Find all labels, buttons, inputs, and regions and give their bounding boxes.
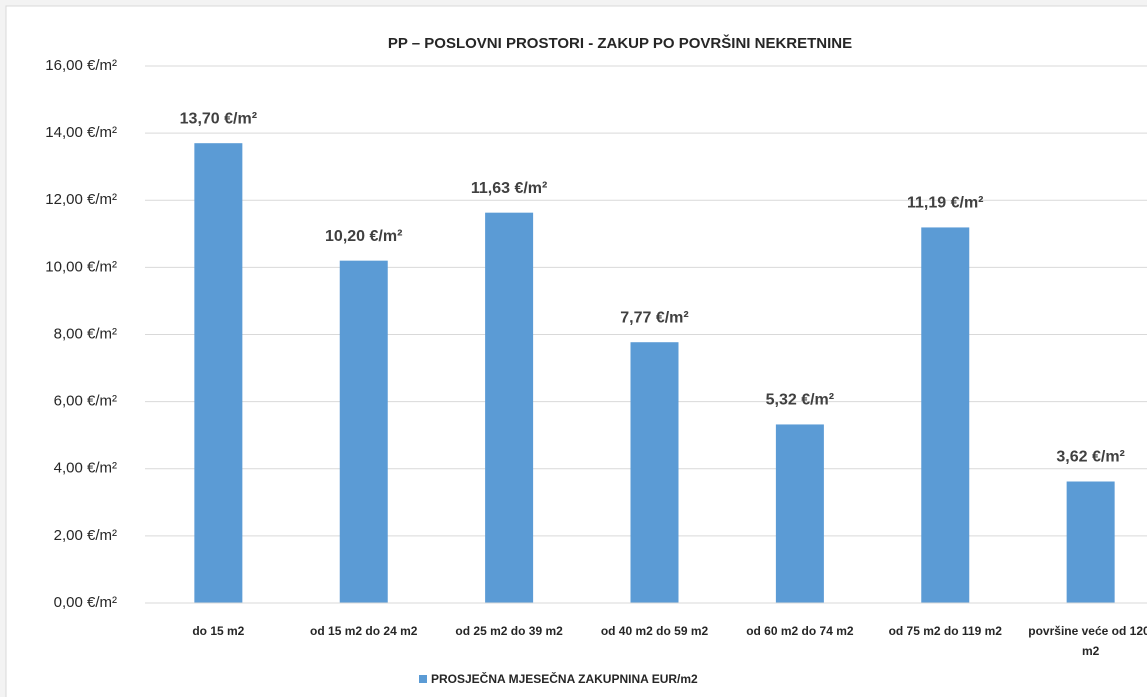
y-tick-label: 6,00 €/m² xyxy=(54,393,117,410)
bar xyxy=(921,227,970,604)
bar xyxy=(775,424,824,603)
y-tick-label: 4,00 €/m² xyxy=(54,460,117,477)
data-label: 7,77 €/m² xyxy=(620,309,688,326)
y-tick-label: 2,00 €/m² xyxy=(54,527,117,544)
y-tick-label: 0,00 €/m² xyxy=(54,594,117,611)
bar xyxy=(1066,481,1115,603)
x-tick-label: od 40 m2 do 59 m2 xyxy=(601,624,709,638)
x-tick-label: od 15 m2 do 24 m2 xyxy=(310,624,418,638)
bar xyxy=(339,260,388,603)
bar xyxy=(630,342,679,603)
data-label: 11,63 €/m² xyxy=(471,180,548,197)
data-label: 10,20 €/m² xyxy=(325,228,402,245)
data-label: 5,32 €/m² xyxy=(766,392,834,409)
y-tick-label: 14,00 €/m² xyxy=(45,124,117,141)
bar xyxy=(485,212,534,603)
y-tick-label: 8,00 €/m² xyxy=(54,325,117,342)
legend-label: PROSJEČNA MJESEČNA ZAKUPNINA EUR/m2 xyxy=(431,671,698,686)
legend-swatch xyxy=(419,675,427,683)
bar xyxy=(194,143,243,603)
x-tick-label: do 15 m2 xyxy=(192,624,244,638)
data-label: 3,62 €/m² xyxy=(1056,449,1124,466)
x-tick-label: od 75 m2 do 119 m2 xyxy=(889,624,1003,638)
y-tick-label: 10,00 €/m² xyxy=(45,258,117,275)
data-label: 13,70 €/m² xyxy=(180,110,257,127)
x-tick-label: od 60 m2 do 74 m2 xyxy=(746,624,854,638)
x-tick-label: površine veće od 120 m2 xyxy=(1028,624,1147,658)
y-tick-label: 16,00 €/m² xyxy=(45,57,117,74)
chart-title: PP – POSLOVNI PROSTORI - ZAKUP PO POVRŠI… xyxy=(388,34,852,52)
chart-frame xyxy=(5,5,1147,697)
y-tick-label: 12,00 €/m² xyxy=(45,191,117,208)
x-tick-label: od 25 m2 do 39 m2 xyxy=(455,624,563,638)
data-label: 11,19 €/m² xyxy=(907,195,984,212)
